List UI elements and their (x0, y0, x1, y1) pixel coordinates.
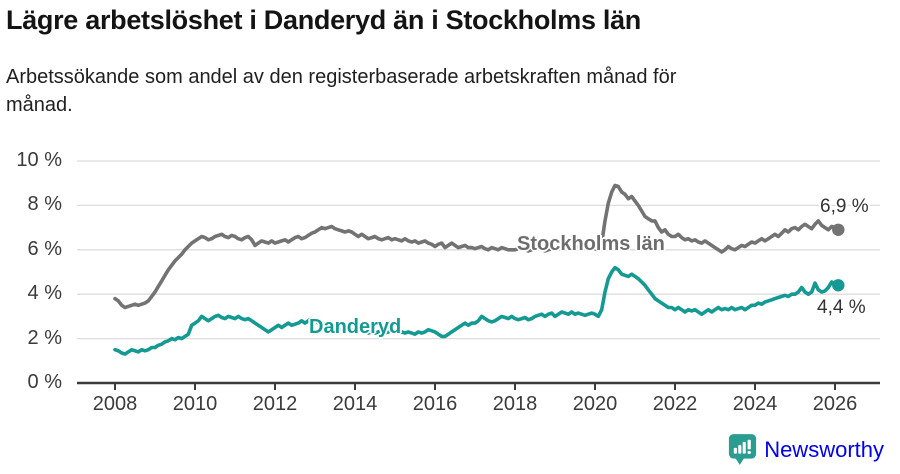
x-tick-label: 2014 (332, 393, 378, 415)
series-end-dot-stockholms-l-n (832, 223, 845, 236)
chart-subtitle-line-2: månad. (6, 94, 73, 116)
y-tick-label: 6 % (27, 237, 62, 260)
y-tick-label: 8 % (27, 193, 62, 216)
series-label-danderyd: Danderyd (309, 316, 402, 338)
x-tick-label: 2022 (652, 393, 698, 415)
y-tick-label: 0 % (27, 371, 62, 393)
x-tick-label: 2020 (572, 393, 618, 415)
newsworthy-brand-link[interactable]: Newsworthy (728, 433, 884, 466)
x-tick-label: 2010 (172, 393, 218, 415)
end-value-label-danderyd: 4,4 % (817, 297, 866, 318)
y-tick-label: 2 % (27, 326, 62, 349)
x-tick-label: 2018 (492, 393, 538, 415)
newsworthy-logo-icon (729, 434, 757, 465)
series-label-stockholms-lan: Stockholms län (517, 233, 665, 255)
series-line-stockholms-l-n (113, 183, 841, 310)
chart-subtitle: Arbetssökande som andel av den registerb… (6, 63, 846, 119)
series-end-dot-danderyd (832, 279, 845, 292)
series-line-danderyd (113, 265, 841, 356)
x-tick-label: 2012 (252, 393, 298, 415)
line-chart (77, 160, 880, 390)
page-title: Lägre arbetslöshet i Danderyd än i Stock… (6, 5, 641, 35)
end-value-label-stockholms-lan: 6,9 % (820, 196, 869, 217)
y-tick-label: 4 % (27, 282, 62, 305)
y-tick-label: 10 % (16, 149, 62, 171)
x-tick-label: 2016 (412, 393, 458, 415)
x-tick-label: 2008 (92, 393, 138, 415)
x-tick-label: 2024 (732, 393, 778, 415)
x-tick-label: 2026 (812, 393, 858, 415)
newsworthy-brand-text: Newsworthy (764, 436, 884, 462)
chart-subtitle-line-1: Arbetssökande som andel av den registerb… (6, 66, 677, 88)
